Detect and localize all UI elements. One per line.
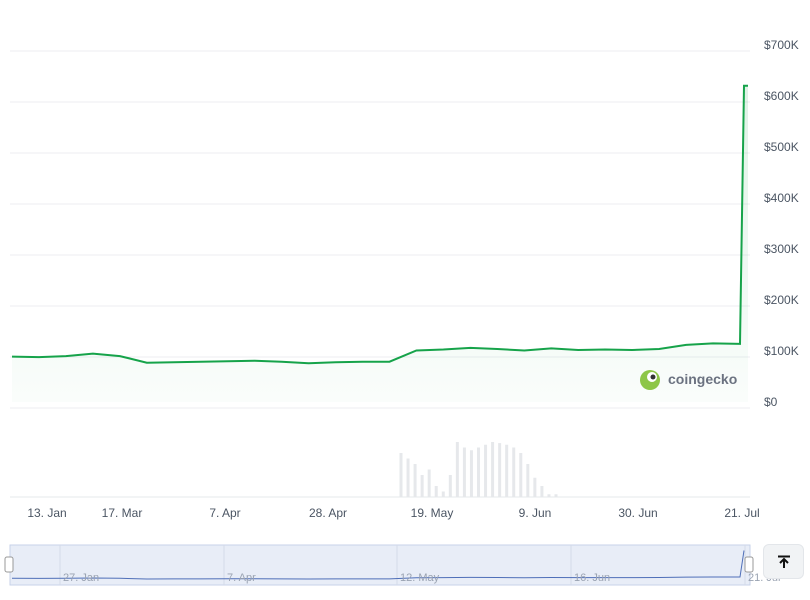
y-tick-label: $100K	[764, 344, 799, 358]
volume-bar	[420, 475, 424, 497]
volume-bar	[526, 464, 530, 497]
x-tick-label: 30. Jun	[618, 506, 657, 520]
volume-bar	[547, 494, 551, 497]
volume-bar	[484, 444, 488, 497]
volume-bar	[469, 450, 473, 497]
volume-bar	[498, 443, 502, 497]
navigator-tick-label: 12. May	[400, 572, 440, 584]
volume-bar	[441, 491, 445, 497]
navigator-tick-label: 16. Jun	[574, 572, 610, 584]
coingecko-logo: coingecko	[640, 370, 737, 390]
x-tick-label: 7. Apr	[209, 506, 240, 520]
x-tick-label: 13. Jan	[27, 506, 66, 520]
y-tick-label: $0	[764, 395, 778, 409]
volume-bars	[399, 442, 558, 497]
y-tick-label: $600K	[764, 89, 799, 103]
grid-lines	[10, 50, 750, 409]
navigator-handle-left[interactable]	[4, 556, 14, 573]
navigator-tick-label: 27. Jan	[63, 572, 99, 584]
volume-bar	[455, 442, 459, 497]
y-tick-label: $300K	[764, 242, 799, 256]
navigator-tick-label: 7. Apr	[227, 572, 256, 584]
volume-bar	[533, 477, 537, 497]
y-tick-label: $700K	[764, 38, 799, 52]
volume-bar	[434, 486, 438, 497]
volume-bar	[519, 453, 523, 497]
price-area	[12, 85, 748, 403]
x-tick-label: 9. Jun	[519, 506, 552, 520]
volume-bar	[462, 447, 466, 497]
x-axis: 13. Jan 17. Mar 7. Apr 28. Apr 19. May 9. Jun…	[27, 506, 759, 520]
y-tick-label: $200K	[764, 293, 799, 307]
x-tick-label: 21. Jul	[724, 506, 759, 520]
volume-bar	[554, 494, 558, 497]
x-tick-label: 19. May	[411, 506, 454, 520]
price-line	[11, 84, 748, 365]
scroll-top-button[interactable]	[763, 544, 804, 579]
volume-bar	[399, 453, 403, 497]
volume-bar	[413, 464, 417, 497]
watermark-text: coingecko	[668, 371, 737, 387]
volume-bar	[427, 469, 431, 497]
volume-bar	[448, 475, 452, 497]
y-axis: $0 $100K $200K $300K $400K $500K $600K $700K	[764, 38, 799, 409]
x-tick-label: 17. Mar	[102, 506, 143, 520]
y-tick-label: $400K	[764, 191, 799, 205]
volume-bar	[540, 486, 544, 497]
volume-bar	[491, 442, 495, 497]
arrow-up-to-line-icon	[777, 555, 790, 568]
y-tick-label: $500K	[764, 140, 799, 154]
volume-bar	[406, 458, 410, 497]
volume-bar	[477, 447, 480, 497]
volume-bar	[505, 444, 509, 497]
navigator-handle-right[interactable]	[744, 556, 754, 573]
navigator[interactable]: 27. Jan 7. Apr 12. May 16. Jun 21. Jul	[4, 544, 780, 586]
x-tick-label: 28. Apr	[309, 506, 347, 520]
volume-bar	[512, 447, 516, 497]
